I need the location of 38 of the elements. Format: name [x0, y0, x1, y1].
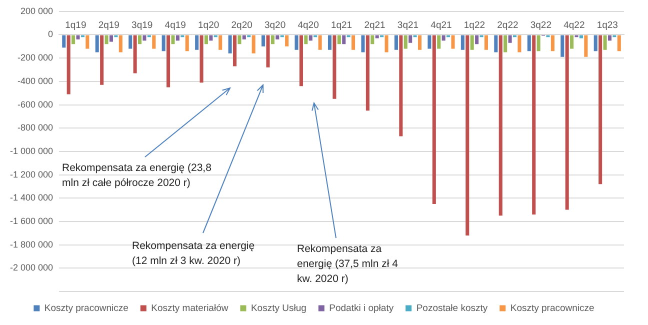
x-tick-label: 2q22: [497, 20, 518, 32]
y-tick-label: 0: [48, 29, 54, 40]
y-tick-label: -1 000 000: [10, 146, 54, 156]
legend-label: Koszty materiałów: [151, 302, 228, 314]
y-tick-label: -400 000: [18, 76, 54, 86]
x-tick-label: 4q20: [298, 20, 319, 32]
y-tick-label: -1 400 000: [10, 192, 54, 203]
y-tick-label: -2 000 000: [10, 262, 54, 273]
y-tick-label: -600 000: [18, 99, 54, 110]
x-tick-label: 2q20: [231, 20, 252, 32]
y-tick-label: -1 600 000: [10, 216, 54, 226]
annotation: Rekompensata za energię (37,5 mln zł 4 kw. 2020 r): [297, 242, 399, 287]
x-tick-label: 1q23: [596, 20, 618, 32]
x-tick-label: 4q19: [164, 20, 186, 32]
y-tick-label: 200 000: [20, 6, 54, 16]
x-tick-label: 3q22: [530, 20, 552, 32]
y-tick-label: -800 000: [18, 122, 54, 133]
x-tick-label: 4q22: [564, 20, 585, 32]
y-tick-label: -200 000: [18, 52, 54, 63]
x-tick-label: 2q21: [364, 20, 386, 32]
x-tick-label: 2q19: [98, 20, 120, 32]
x-tick-label: 3q20: [264, 20, 286, 32]
x-tick-label: 4q21: [430, 20, 452, 32]
legend-label: Podatki i opłaty: [329, 302, 394, 314]
legend-label: Pozostałe koszty: [416, 302, 488, 314]
x-tick-label: 3q21: [397, 20, 419, 32]
legend-label: Koszty Usług: [250, 302, 306, 314]
legend-label: Koszty pracownicze: [510, 302, 594, 314]
annotation: Rekompensata za energię (23,8 mln zł całe półrocze 2020 r): [62, 161, 212, 191]
annotation: Rekompensata za energię (12 mln zł 3 kw. 2020 r): [132, 239, 256, 269]
x-tick-label: 1q21: [330, 20, 352, 32]
x-tick-label: 1q19: [65, 20, 86, 32]
x-tick-label: 3q19: [132, 20, 153, 32]
x-tick-label: 1q20: [198, 20, 220, 32]
legend-label: Koszty pracownicze: [44, 302, 128, 314]
y-tick-label: -1 200 000: [10, 169, 54, 180]
x-tick-label: 1q22: [464, 20, 486, 32]
y-tick-label: -1 800 000: [10, 239, 54, 250]
